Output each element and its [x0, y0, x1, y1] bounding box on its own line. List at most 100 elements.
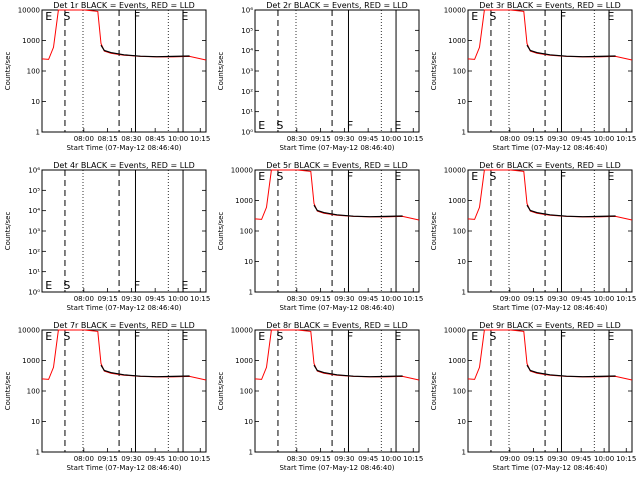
x-axis-label: Start Time (07-May-12 08:46:40) [66, 464, 181, 472]
events-series-line [526, 364, 616, 378]
y-tick-label: 100 [240, 228, 253, 236]
x-axis-label: Start Time (07-May-12 08:46:40) [66, 144, 181, 152]
y-tick-label: 1 [36, 449, 40, 457]
y-tick-label: 10000 [444, 327, 466, 335]
time-marker-label: E [607, 170, 614, 183]
detector-panel: Det 8r BLACK = Events, RED = LLD 1 10 100 10… [217, 321, 423, 472]
time-marker-label: E [181, 279, 188, 292]
time-marker-label: S [276, 170, 283, 183]
x-tick-label: 08:30 [287, 135, 307, 143]
x-tick-label: 10:15 [616, 135, 636, 143]
time-marker-label: F [560, 10, 566, 23]
time-marker-label: E [607, 330, 614, 343]
x-tick-label: 10:15 [403, 135, 423, 143]
y-tick-label: 10⁶ [28, 167, 40, 175]
time-marker-label: S [276, 330, 283, 343]
panel-title: Det 7r BLACK = Events, RED = LLD [53, 321, 195, 330]
panel-title: Det 1r BLACK = Events, RED = LLD [53, 1, 195, 10]
plot-frame [41, 169, 207, 293]
x-tick-label: 08:45 [145, 135, 165, 143]
events-series-line [100, 364, 190, 378]
detector-panel: Det 6r BLACK = Events, RED = LLD 1 10 100 10… [430, 161, 636, 312]
plot-frame [41, 329, 207, 453]
x-tick-label: 09:30 [121, 295, 141, 303]
panel-title: Det 5r BLACK = Events, RED = LLD [266, 161, 408, 170]
y-tick-label: 10¹ [241, 108, 253, 116]
y-tick-label: 1000 [448, 37, 466, 45]
y-tick-label: 10⁰ [28, 289, 40, 297]
time-marker-label: E [45, 330, 52, 343]
y-tick-label: 10³ [241, 68, 253, 76]
y-tick-label: 10⁵ [28, 187, 40, 195]
x-tick-label: 08:30 [121, 135, 141, 143]
time-marker-label: S [489, 330, 496, 343]
y-tick-label: 1 [36, 129, 40, 137]
x-axis-label: Start Time (07-May-12 08:46:40) [279, 464, 394, 472]
y-tick-label: 10⁴ [28, 207, 40, 215]
detector-panel: Det 7r BLACK = Events, RED = LLD 1 10 100 10… [4, 321, 210, 472]
y-tick-label: 100 [453, 68, 466, 76]
y-tick-label: 100 [453, 388, 466, 396]
x-axis-label: Start Time (07-May-12 08:46:40) [279, 144, 394, 152]
x-tick-label: 08:00 [500, 135, 520, 143]
x-axis-label: Start Time (07-May-12 08:46:40) [279, 304, 394, 312]
y-tick-label: 10000 [444, 7, 466, 15]
y-tick-label: 10000 [18, 7, 40, 15]
panel-title: Det 4r BLACK = Events, RED = LLD [53, 161, 195, 170]
y-tick-label: 10000 [231, 167, 253, 175]
time-marker-label: F [134, 330, 140, 343]
panel-title: Det 9r BLACK = Events, RED = LLD [479, 321, 621, 330]
x-tick-label: 09:15 [311, 135, 331, 143]
y-tick-label: 10 [244, 258, 253, 266]
time-marker-label: E [45, 279, 52, 292]
x-tick-label: 09:45 [358, 135, 378, 143]
x-axis-label: Start Time (07-May-12 08:46:40) [492, 304, 607, 312]
time-marker-label: E [45, 10, 52, 23]
events-series-line [313, 364, 403, 378]
x-tick-label: 09:45 [358, 455, 378, 463]
detector-panel: Det 3r BLACK = Events, RED = LLD 1 10 100 10… [430, 1, 636, 152]
detector-panel: Det 9r BLACK = Events, RED = LLD 1 10 100 10… [430, 321, 636, 472]
plot-frame [41, 9, 207, 133]
plot-frame [254, 9, 420, 133]
x-tick-label: 10:00 [594, 135, 614, 143]
time-marker-label: S [489, 10, 496, 23]
y-tick-label: 100 [240, 388, 253, 396]
y-tick-label: 1 [462, 289, 466, 297]
y-tick-label: 100 [27, 68, 40, 76]
detector-panel: Det 5r BLACK = Events, RED = LLD 1 10 100 10… [217, 161, 423, 312]
x-tick-label: 09:30 [334, 135, 354, 143]
y-tick-label: 10³ [28, 228, 40, 236]
x-tick-label: 09:30 [334, 295, 354, 303]
x-tick-label: 09:15 [524, 455, 544, 463]
time-marker-label: E [394, 330, 401, 343]
x-tick-label: 09:15 [311, 455, 331, 463]
plot-frame [467, 329, 633, 453]
x-tick-label: 10:00 [594, 295, 614, 303]
y-tick-label: 100 [27, 388, 40, 396]
plot-frame [254, 169, 420, 293]
x-tick-label: 09:15 [98, 295, 118, 303]
x-tick-label: 09:45 [358, 295, 378, 303]
y-tick-label: 10 [244, 418, 253, 426]
y-tick-label: 10² [28, 248, 40, 256]
plot-frame [254, 329, 420, 453]
y-tick-label: 1000 [22, 37, 40, 45]
y-axis-label: Counts/sec [4, 212, 12, 251]
x-tick-label: 09:45 [145, 295, 165, 303]
y-tick-label: 1 [249, 449, 253, 457]
y-axis-label: Counts/sec [4, 52, 12, 91]
events-series-line [100, 44, 190, 58]
x-axis-label: Start Time (07-May-12 08:46:40) [66, 304, 181, 312]
x-tick-label: 10:15 [190, 295, 210, 303]
time-marker-label: E [471, 10, 478, 23]
events-series-line [526, 44, 616, 58]
x-tick-label: 09:15 [311, 295, 331, 303]
x-tick-label: 10:00 [168, 455, 188, 463]
time-marker-label: S [63, 279, 70, 292]
x-axis-label: Start Time (07-May-12 08:46:40) [492, 464, 607, 472]
time-marker-label: E [471, 330, 478, 343]
x-tick-label: 08:00 [74, 455, 94, 463]
x-tick-label: 09:30 [547, 135, 567, 143]
time-marker-label: F [560, 170, 566, 183]
